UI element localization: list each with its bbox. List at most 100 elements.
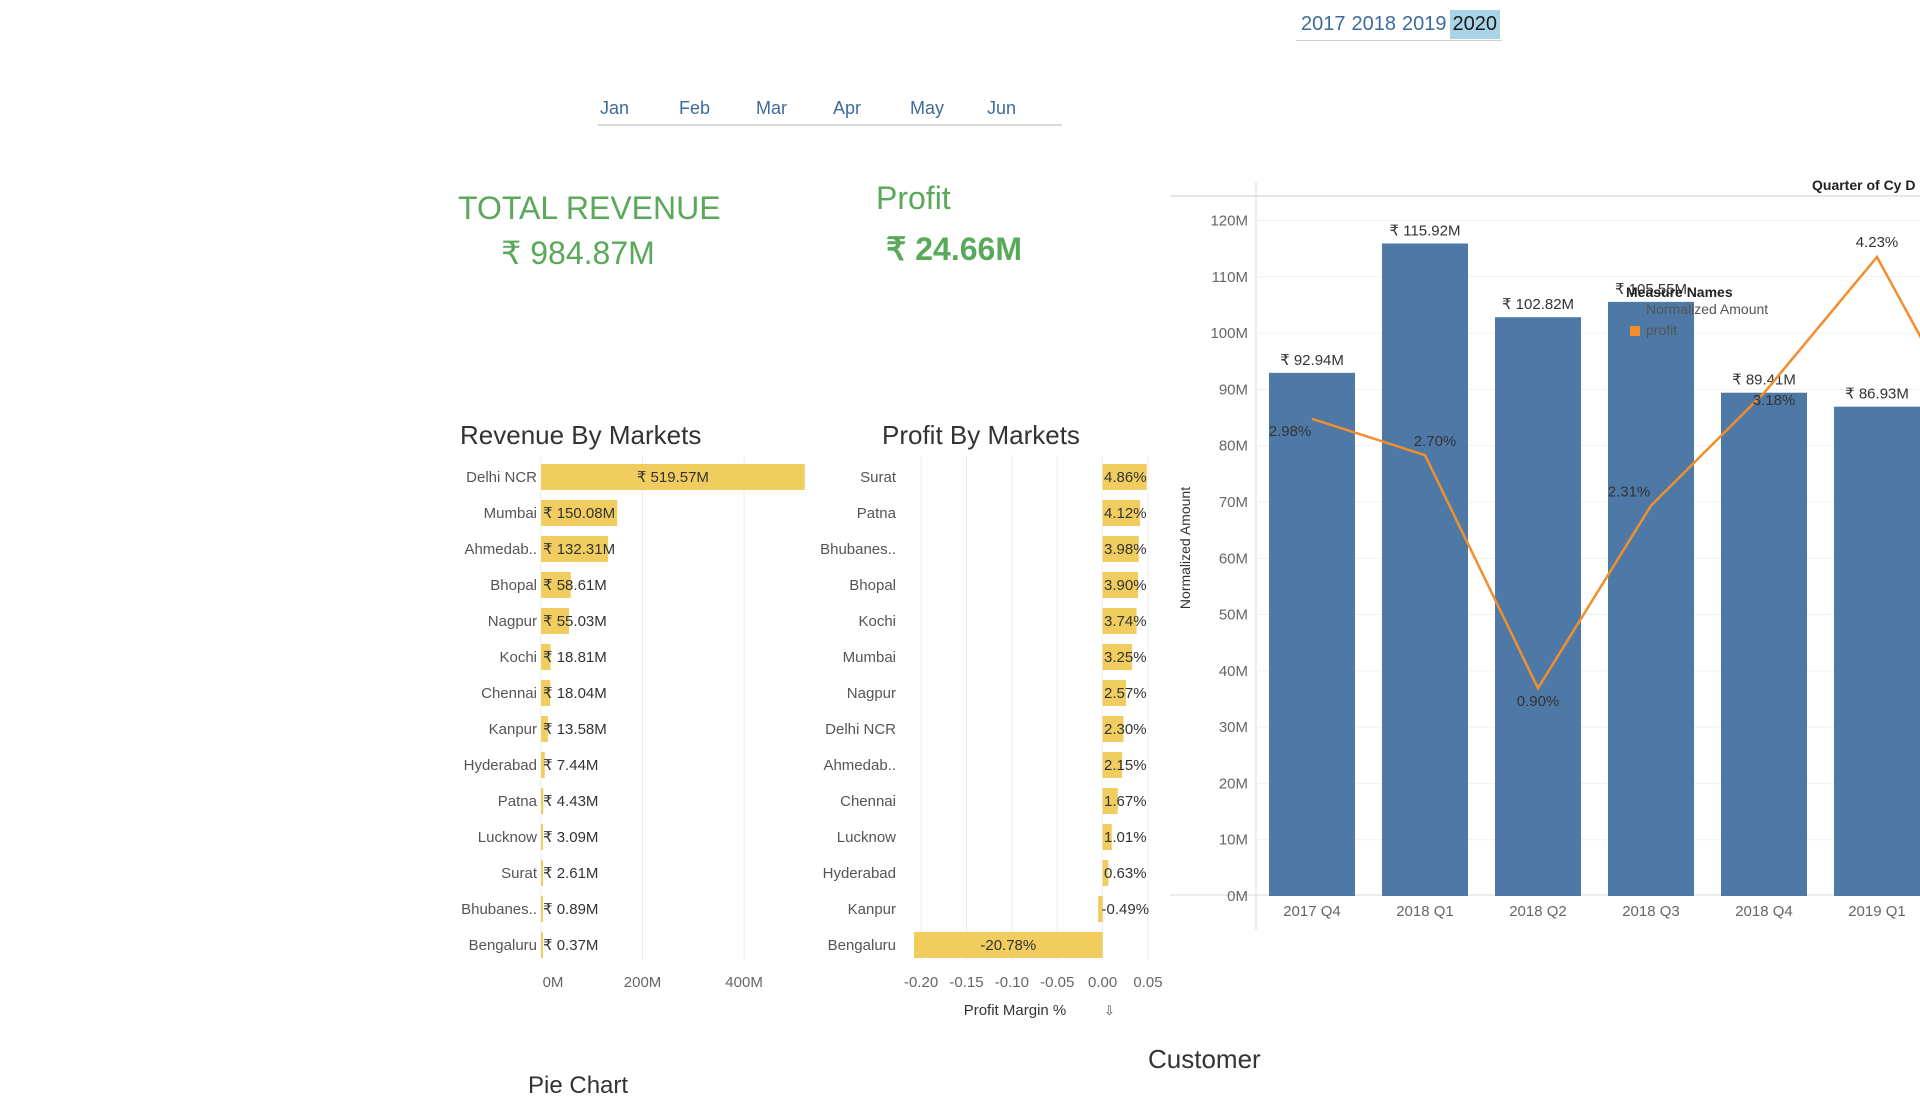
month-option-apr[interactable]: Apr xyxy=(833,98,862,118)
bar-value-label: ₹ 89.41M xyxy=(1732,372,1796,389)
bar-value-label: ₹ 86.93M xyxy=(1845,386,1909,403)
bar xyxy=(541,860,543,886)
category-label: Delhi NCR xyxy=(825,721,896,738)
x-tick-label: 2019 Q1 xyxy=(1848,903,1906,920)
profit-label: Profit xyxy=(876,180,951,216)
category-label: Kanpur xyxy=(489,721,537,738)
y-tick-label: 40M xyxy=(1219,663,1248,680)
bar xyxy=(541,788,544,814)
bar-value-label: ₹ 92.94M xyxy=(1280,352,1344,369)
x-axis-title: Profit Margin % xyxy=(964,1002,1067,1019)
month-option-mar[interactable]: Mar xyxy=(756,98,787,118)
bar xyxy=(1102,824,1112,850)
bar xyxy=(541,680,551,706)
bar xyxy=(1495,317,1581,896)
bar xyxy=(541,644,551,670)
bar-value-label: 1.67% xyxy=(1104,793,1147,810)
x-tick-label: 200M xyxy=(624,974,662,991)
y-tick-label: 10M xyxy=(1219,832,1248,849)
year-option-2020[interactable]: 2020 xyxy=(1449,9,1500,39)
legend-swatch-profit xyxy=(1630,326,1640,336)
bar-value-label: ₹ 0.37M xyxy=(543,937,598,954)
revenue-by-markets-chart: 0M 200M 400M Delhi NCR ₹ 519.57M Mumbai ₹ 150.… xyxy=(461,455,805,991)
bar xyxy=(1102,680,1126,706)
category-label: Bhubanes.. xyxy=(820,541,896,558)
bar xyxy=(541,716,548,742)
category-label: Ahmedab.. xyxy=(464,541,537,558)
bar-value-label: 2.30% xyxy=(1104,721,1147,738)
bar-value-label: ₹ 115.92M xyxy=(1390,222,1461,239)
x-tick-label: 0M xyxy=(543,974,564,991)
bar xyxy=(1098,896,1103,922)
bar-value-label: 3.90% xyxy=(1104,577,1147,594)
y-tick-label: 30M xyxy=(1219,719,1248,736)
y-tick-label: 50M xyxy=(1219,607,1248,624)
category-label: Hyderabad xyxy=(464,757,537,774)
bar-value-label: 3.98% xyxy=(1104,541,1147,558)
profit-line xyxy=(1311,254,1920,691)
category-label: Bengaluru xyxy=(469,937,537,954)
category-label: Delhi NCR xyxy=(466,469,537,486)
pie-chart-section-title: Pie Chart xyxy=(528,1072,629,1099)
bar xyxy=(541,932,543,958)
legend-item-label: Normalized Amount xyxy=(1646,301,1768,317)
bar xyxy=(1102,572,1139,598)
category-label: Surat xyxy=(501,865,538,882)
year-option-2018[interactable]: 2018 xyxy=(1351,12,1397,35)
y-tick-label: 110M xyxy=(1212,269,1248,286)
category-label: Chennai xyxy=(481,685,537,702)
column-header: Quarter of Cy D xyxy=(1812,177,1915,193)
x-tick-label: 0.05 xyxy=(1133,974,1162,991)
profit-value: ₹ 24.66M xyxy=(886,231,1022,267)
month-option-jan[interactable]: Jan xyxy=(600,98,630,118)
year-option-2019[interactable]: 2019 xyxy=(1402,12,1447,35)
bar-value-label: -20.78% xyxy=(980,937,1036,954)
bar xyxy=(913,932,1103,958)
x-tick-label: -0.10 xyxy=(995,974,1029,991)
bar-value-label: ₹ 519.57M xyxy=(637,469,709,486)
bar xyxy=(541,608,569,634)
bar-value-label: ₹ 13.58M xyxy=(543,721,607,738)
x-tick-label: -0.15 xyxy=(949,974,983,991)
category-label: Bengaluru xyxy=(828,937,896,954)
year-option-2017[interactable]: 2017 xyxy=(1301,12,1346,35)
y-tick-label: 100M xyxy=(1210,325,1248,342)
y-axis-title: Normalized Amount xyxy=(1177,487,1193,609)
bar-value-label: ₹ 3.09M xyxy=(543,829,598,846)
bar-value-label: 2.15% xyxy=(1104,757,1147,774)
month-option-may[interactable]: May xyxy=(910,98,945,118)
bar-value-label: ₹ 18.81M xyxy=(543,649,607,666)
category-label: Bhopal xyxy=(849,577,896,594)
bar-value-label: 3.25% xyxy=(1104,649,1147,666)
month-option-jun[interactable]: Jun xyxy=(987,98,1017,118)
bar-value-label: 4.12% xyxy=(1104,505,1147,522)
year-filter: 2017 2018 2019 2020 xyxy=(1296,8,1502,41)
bar xyxy=(1102,644,1133,670)
bar-value-label: ₹ 132.31M xyxy=(543,541,615,558)
bar xyxy=(1102,752,1123,778)
total-revenue-label: TOTAL REVENUE xyxy=(458,190,721,226)
bar-value-label: ₹ 0.89M xyxy=(543,901,598,918)
y-tick-label: 120M xyxy=(1210,213,1248,230)
category-label: Lucknow xyxy=(478,829,537,846)
y-tick-label: 20M xyxy=(1219,775,1248,792)
bar xyxy=(541,500,618,526)
month-option-feb[interactable]: Feb xyxy=(679,98,711,118)
bar-value-label: ₹ 58.61M xyxy=(543,577,607,594)
line-value-label: 2.70% xyxy=(1414,433,1457,450)
bar xyxy=(1608,301,1694,896)
category-label: Kochi xyxy=(858,613,896,630)
x-tick-label: 2017 Q4 xyxy=(1283,903,1341,920)
bar xyxy=(541,572,571,598)
category-label: Chennai xyxy=(840,793,896,810)
line-value-label: 0.90% xyxy=(1517,693,1560,710)
bar-value-label: ₹ 4.43M xyxy=(543,793,598,810)
y-tick-label: 90M xyxy=(1219,381,1248,398)
category-label: Bhopal xyxy=(490,577,537,594)
y-tick-label: 60M xyxy=(1219,550,1248,567)
category-label: Ahmedab.. xyxy=(823,757,896,774)
bar xyxy=(1102,608,1137,634)
legend-title: Measure Names xyxy=(1626,284,1733,300)
bar-value-label: 4.86% xyxy=(1104,469,1147,486)
bar-value-label: ₹ 18.04M xyxy=(543,685,607,702)
